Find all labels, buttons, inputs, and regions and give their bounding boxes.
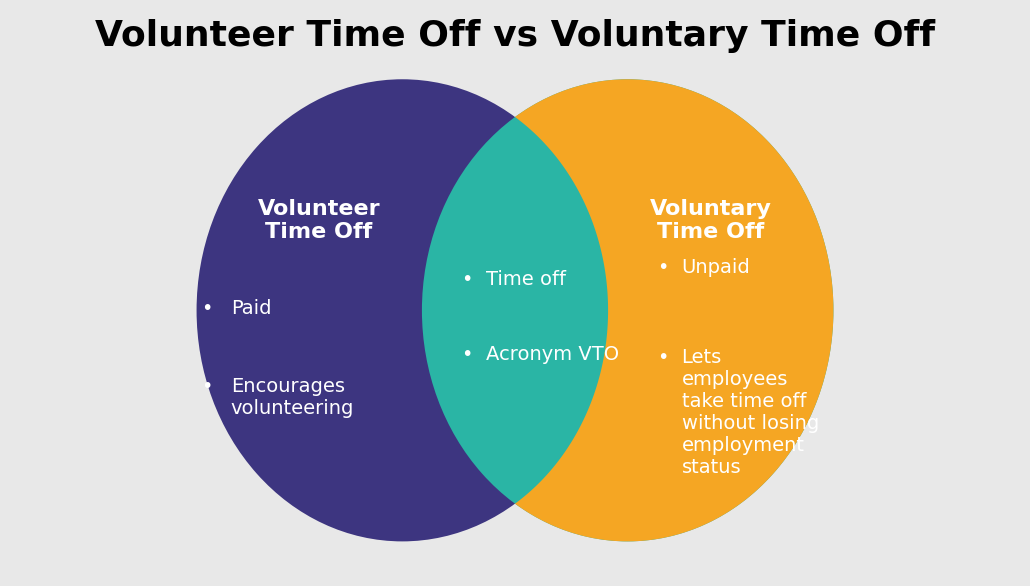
Text: •: •	[202, 377, 213, 396]
Text: •: •	[461, 345, 473, 364]
Text: Volunteer
Time Off: Volunteer Time Off	[258, 199, 380, 243]
Text: Time off: Time off	[485, 270, 565, 289]
Text: •: •	[657, 348, 668, 367]
Text: Lets
employees
take time off
without losing
employment
status: Lets employees take time off without los…	[682, 348, 819, 477]
Ellipse shape	[197, 79, 608, 541]
Text: •: •	[461, 270, 473, 289]
Text: •: •	[202, 299, 213, 318]
Text: Volunteer Time Off vs Voluntary Time Off: Volunteer Time Off vs Voluntary Time Off	[95, 19, 935, 53]
Polygon shape	[515, 79, 833, 541]
Text: Unpaid: Unpaid	[682, 258, 750, 277]
Text: Paid: Paid	[231, 299, 271, 318]
Text: Voluntary
Time Off: Voluntary Time Off	[650, 199, 771, 243]
Ellipse shape	[422, 79, 833, 541]
Text: Acronym VTO: Acronym VTO	[485, 345, 619, 364]
Text: Encourages
volunteering: Encourages volunteering	[231, 377, 354, 418]
Text: •: •	[657, 258, 668, 277]
